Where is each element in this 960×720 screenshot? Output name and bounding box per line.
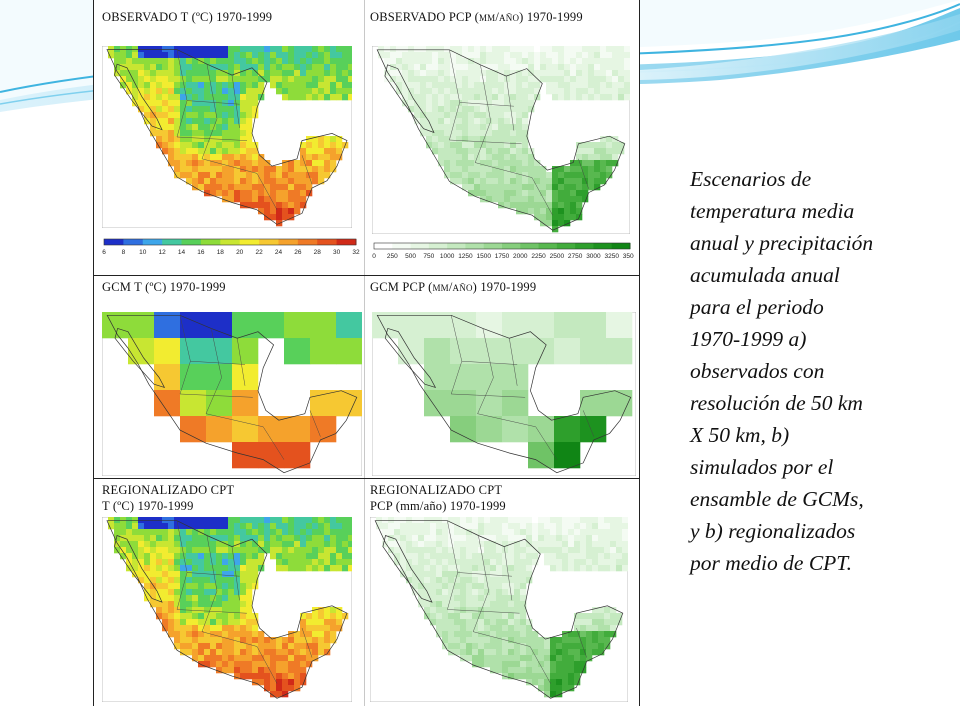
colorbar-segment	[611, 243, 631, 249]
colorbar-segment	[465, 243, 485, 249]
panel-divider-row2	[94, 478, 639, 479]
colorbar-tick-label: 28	[314, 249, 322, 256]
colorbar-tick-label: 20	[236, 249, 244, 256]
colorbar-segment	[297, 239, 318, 245]
colorbar-segment	[181, 239, 202, 245]
colorbar-tick-label: 12	[159, 249, 167, 256]
colorbar-tick-label: 32	[352, 249, 360, 256]
colorbar-segment	[278, 239, 299, 245]
gcm-precipitation-title: GCM PCP (mm/año) 1970-1999	[370, 280, 537, 294]
colorbar-tick-label: 750	[423, 253, 434, 260]
colorbar-segment	[259, 239, 279, 245]
colorbar-tick-label: 1000	[440, 253, 455, 260]
colorbar-tick-label: 6	[102, 249, 106, 256]
colorbar-segment	[162, 239, 183, 245]
colorbar-segment	[410, 243, 430, 249]
colorbar-tick-label: 16	[197, 249, 205, 256]
colorbar-tick-label: 2500	[550, 253, 565, 260]
colorbar-tick-label: 2250	[531, 253, 546, 260]
colorbar-tick-label: 250	[387, 253, 398, 260]
colorbar-tick-label: 14	[178, 249, 186, 256]
colorbar-segment	[483, 243, 503, 249]
colorbar-segment	[336, 239, 357, 245]
colorbar-tick-label: 2000	[513, 253, 528, 260]
colorbar-tick-label: 3000	[586, 253, 601, 260]
colorbar-tick-label: 2750	[568, 253, 583, 260]
precipitation-colorbar: 0 250 500 750 1000 1250 1500 1750 2000 2250 2500 27…	[372, 242, 634, 260]
colorbar-segment	[142, 239, 163, 245]
figure-caption: Escenarios de temperatura media anual y …	[690, 167, 874, 575]
map-observed-temperature	[101, 45, 355, 229]
reg-precipitation-title-line1: REGIONALIZADO CPT	[370, 483, 503, 497]
colorbar-tick-label: 26	[294, 249, 302, 256]
colorbar-segment	[220, 239, 241, 245]
colorbar-segment	[575, 243, 594, 249]
colorbar-tick-label: 500	[405, 253, 416, 260]
reg-precipitation-title-line2: PCP (mm/año) 1970-1999	[370, 499, 506, 513]
map-gcm-precipitation	[371, 311, 637, 477]
map-observed-precipitation	[371, 45, 631, 235]
colorbar-tick-label: 0	[372, 253, 376, 260]
colorbar-tick-label: 30	[333, 249, 341, 256]
obs-precipitation-title: OBSERVADO PCP (mm/año) 1970-1999	[370, 10, 583, 24]
colorbar-segment	[447, 243, 466, 249]
colorbar-segment	[392, 243, 412, 249]
colorbar-tick-label: 1750	[495, 253, 510, 260]
colorbar-segment	[123, 239, 144, 245]
colorbar-segment	[538, 243, 558, 249]
colorbar-tick-label: 10	[139, 249, 147, 256]
colorbar-tick-label: 8	[122, 249, 126, 256]
colorbar-segment	[104, 239, 124, 245]
map-gcm-temperature	[101, 311, 363, 477]
colorbar-tick-label: 3250	[604, 253, 619, 260]
colorbar-tick-label: 24	[275, 249, 283, 256]
reg-temperature-title-line1: REGIONALIZADO CPT	[102, 483, 235, 497]
reg-temperature-title-line2: T (ºC) 1970-1999	[102, 499, 194, 513]
colorbar-segment	[428, 243, 448, 249]
climate-figure: OBSERVADO T (ºC) 1970-1999 OBSERVADO PCP…	[93, 0, 640, 706]
map-regionalized-temperature	[101, 516, 355, 703]
colorbar-segment	[502, 243, 521, 249]
map-regionalized-precipitation	[369, 516, 629, 703]
panel-divider-vertical	[364, 0, 365, 706]
colorbar-tick-label: 18	[217, 249, 225, 256]
colorbar-segment	[593, 243, 613, 249]
colorbar-segment	[317, 239, 338, 245]
colorbar-tick-label: 22	[255, 249, 263, 256]
colorbar-tick-label: 3500	[623, 253, 634, 260]
colorbar-tick-label: 1500	[476, 253, 491, 260]
gcm-temperature-title: GCM T (ºC) 1970-1999	[102, 280, 226, 294]
colorbar-segment	[520, 243, 540, 249]
colorbar-segment	[200, 239, 221, 245]
colorbar-segment	[374, 243, 393, 249]
obs-temperature-title: OBSERVADO T (ºC) 1970-1999	[102, 10, 273, 24]
panel-divider-row1	[94, 275, 639, 276]
colorbar-segment	[239, 239, 260, 245]
colorbar-tick-label: 1250	[458, 253, 473, 260]
colorbar-segment	[556, 243, 576, 249]
temperature-colorbar: 6 8 10 12 14 16 18 20 22 24 26 28 30 32	[102, 238, 360, 256]
